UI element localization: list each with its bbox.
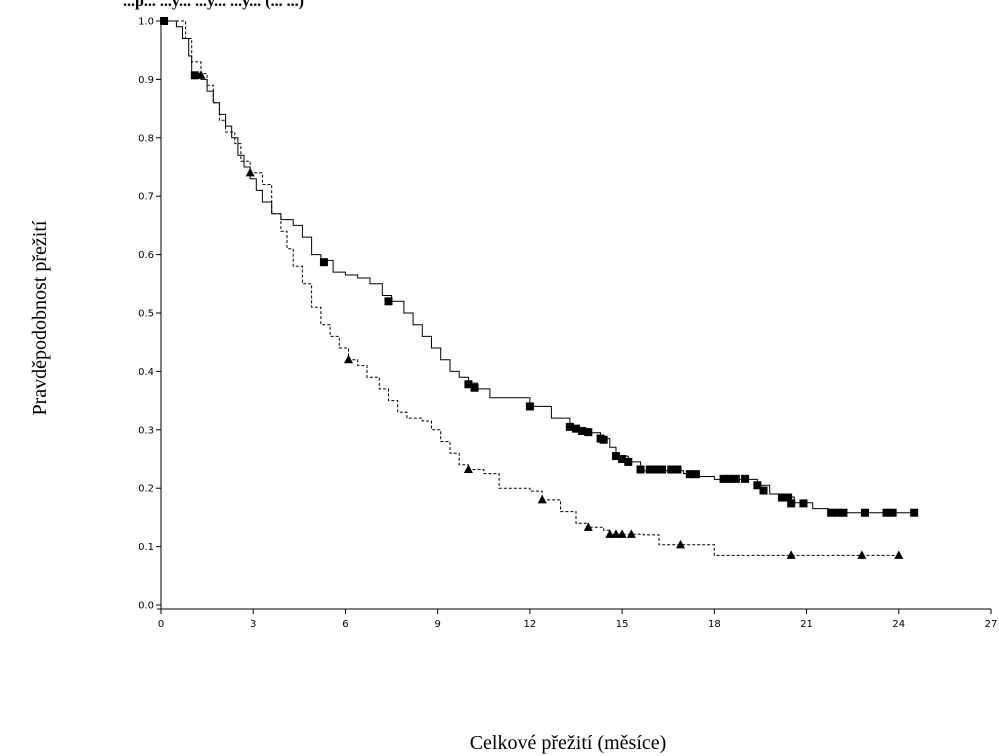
censor-marker-square [685, 470, 694, 479]
censor-marker-triangle [463, 464, 473, 474]
x-tick-label: 18 [708, 619, 721, 630]
censor-marker-square [624, 457, 633, 466]
censor-marker-square [565, 422, 574, 431]
censor-marker-triangle [583, 522, 593, 531]
y-tick-label: 0.5 [138, 309, 154, 320]
censor-marker-square [787, 499, 796, 508]
survival-curve-solid [161, 20, 915, 514]
y-tick-label: 0.4 [138, 367, 154, 378]
censor-marker-triangle [344, 354, 354, 364]
y-tick-label: 0.9 [138, 75, 154, 86]
censor-marker-triangle [894, 550, 904, 559]
censor-marker-square [719, 474, 728, 483]
censor-marker-triangle [786, 550, 796, 559]
censor-marker-square [599, 435, 608, 444]
censor-marker-square [658, 465, 667, 474]
censor-marker-square [190, 71, 199, 80]
x-tick-label: 6 [342, 619, 348, 630]
censor-marker-square [910, 508, 919, 517]
censor-marker-triangle [196, 70, 206, 79]
x-tick-label: 3 [250, 619, 256, 630]
y-tick-label: 0.2 [138, 484, 154, 495]
y-axis-title: Pravděpodobnost přežití [29, 220, 51, 415]
censor-marker-square [319, 258, 328, 267]
censor-marker-square [470, 383, 479, 392]
censor-marker-square [777, 493, 786, 502]
y-tick-label: 1.0 [138, 17, 154, 28]
censor-marker-square [636, 465, 645, 474]
x-tick-label: 12 [524, 619, 537, 630]
y-tick-label: 0.1 [138, 542, 154, 553]
censor-marker-square [888, 508, 897, 517]
censor-marker-square [464, 380, 473, 389]
censor-marker-triangle [537, 494, 547, 504]
chart-title: ...p... ...y... ...y... ...y... (... ...… [123, 0, 304, 10]
censor-marker-square [833, 508, 842, 517]
censor-marker-square [667, 465, 676, 474]
censor-marker-triangle [605, 529, 615, 538]
censor-marker-triangle [676, 539, 686, 549]
y-tick-label: 0.3 [138, 425, 154, 436]
censor-marker-square [741, 474, 750, 483]
y-tick-label: 0.0 [138, 601, 154, 612]
censor-marker-triangle [245, 167, 255, 177]
censor-marker-square [725, 474, 734, 483]
censor-marker-square [618, 455, 627, 463]
censor-marker-square [860, 508, 869, 517]
censor-marker-square [827, 508, 836, 517]
censor-marker-square [839, 508, 848, 517]
censor-marker-square [799, 499, 808, 508]
survival-curve-dashed [161, 20, 899, 556]
censor-marker-square [645, 465, 654, 474]
x-tick-label: 27 [985, 619, 998, 630]
censor-marker-square [611, 452, 620, 461]
censor-marker-square [882, 508, 891, 517]
censor-marker-triangle [611, 529, 621, 538]
plot-area: 0.0 0.1 0.2 0.3 0.4 0.5 0.6 0.7 0.8 0.9 1.0 0 3 6 9 12 1… [138, 17, 997, 631]
censor-marker-square [759, 486, 768, 495]
censor-marker-triangle [617, 529, 627, 538]
censor-marker-square [160, 17, 169, 25]
y-tick-label: 0.7 [138, 192, 154, 203]
x-tick-label: 21 [800, 619, 813, 630]
y-tick-label: 0.8 [138, 133, 154, 144]
censor-marker-triangle [626, 529, 636, 538]
x-tick-label: 15 [616, 619, 629, 630]
censor-marker-square [578, 426, 587, 435]
y-tick-label: 0.6 [138, 250, 154, 261]
censor-marker-square [753, 481, 762, 490]
censor-marker-square [525, 402, 534, 411]
x-tick-label: 24 [892, 619, 905, 630]
censor-marker-square [784, 493, 793, 502]
x-tick-label: 9 [434, 619, 440, 630]
x-tick-label: 0 [158, 619, 164, 630]
censor-marker-square [691, 470, 700, 479]
censor-marker-square [673, 465, 682, 474]
censor-marker-square [584, 428, 593, 437]
censor-marker-square [731, 474, 740, 483]
censor-marker-triangle [857, 550, 867, 559]
censor-marker-square [384, 297, 393, 306]
censor-marker-square [572, 424, 580, 433]
x-axis-title: Celkové přežití (měsíce) [470, 732, 667, 754]
censor-marker-square [651, 465, 660, 474]
